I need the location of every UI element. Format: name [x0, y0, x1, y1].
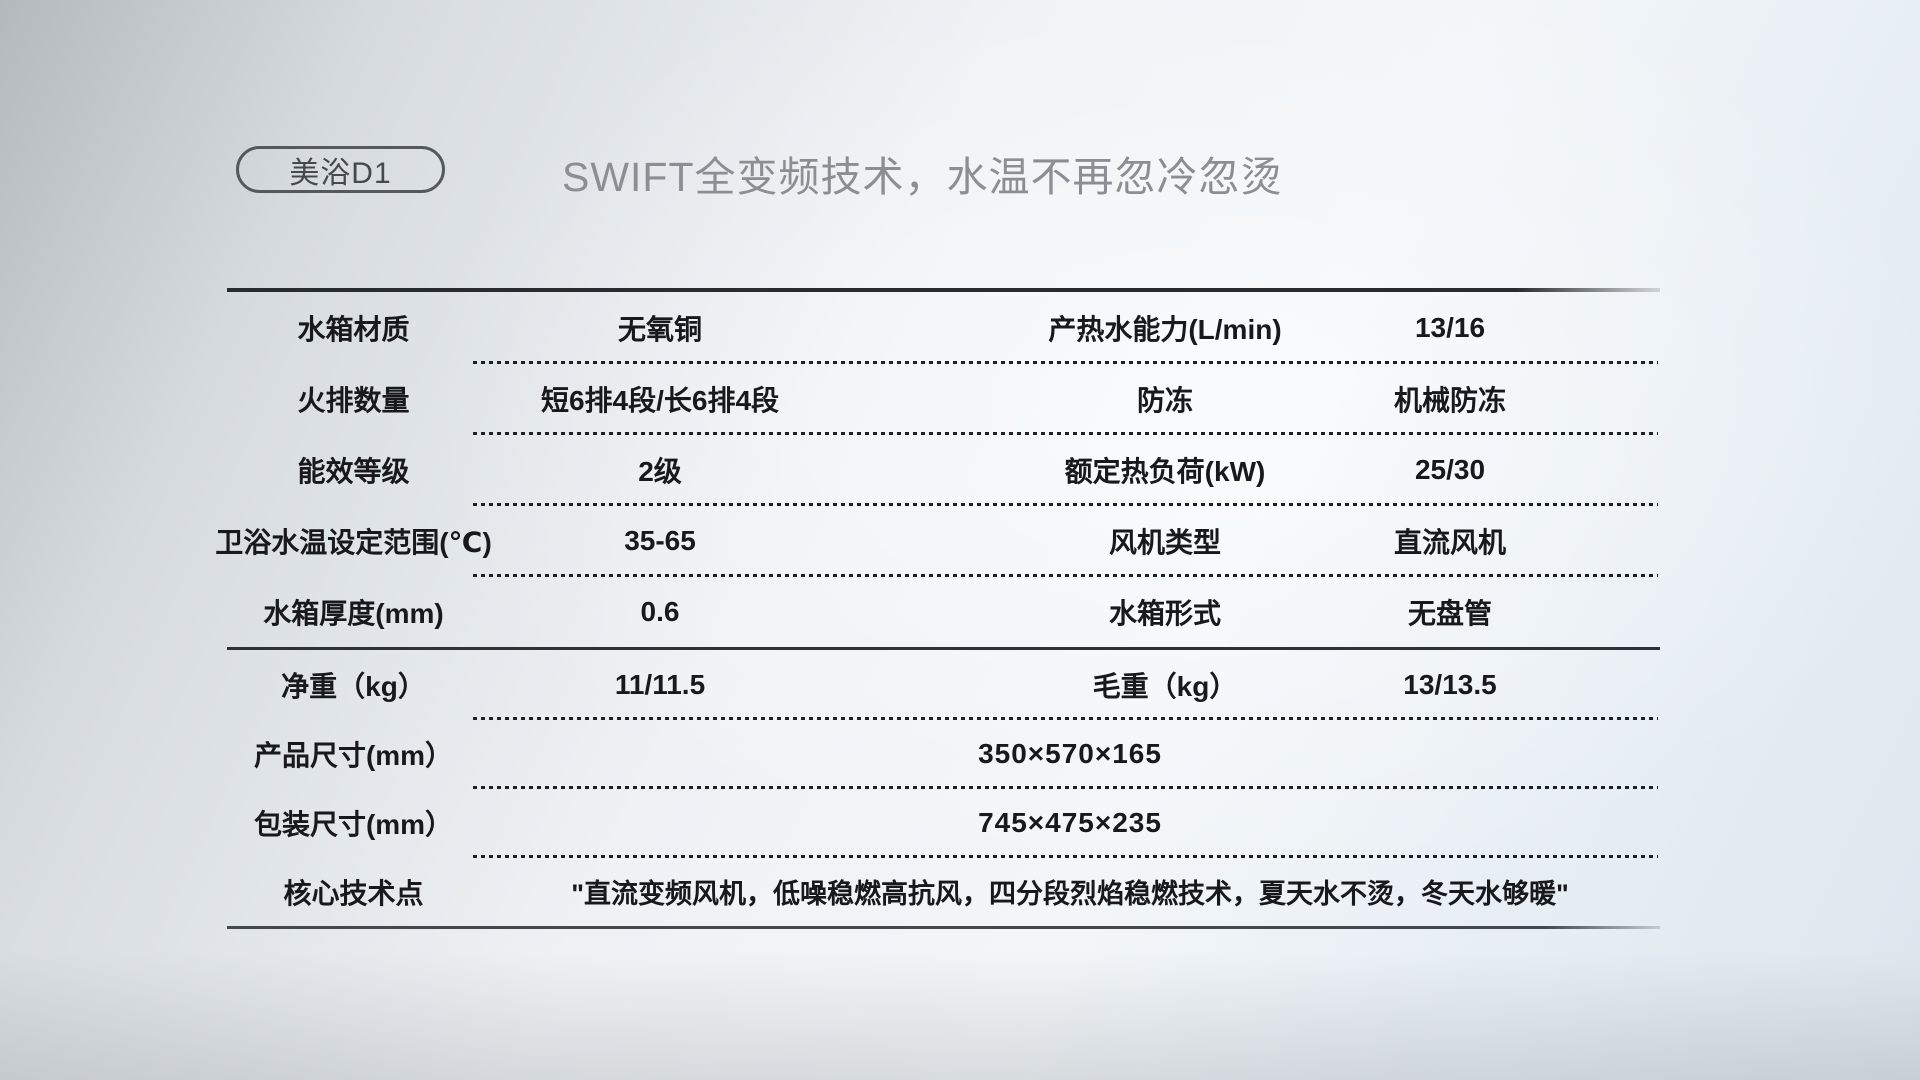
row-value: 短6排4段/长6排4段	[540, 384, 780, 416]
table-row: 水箱材质 无氧铜 产热水能力(L/min) 13/16	[227, 292, 1660, 364]
row-label: 水箱材质	[297, 313, 410, 345]
table-row: 核心技术点 "直流变频风机，低噪稳燃高抗风，四分段烈焰稳燃技术，夏天水不烫，冬天…	[227, 857, 1660, 926]
spec-table: 水箱材质 无氧铜 产热水能力(L/min) 13/16 火排数量 短6排4段/长…	[215, 288, 1660, 929]
model-badge-label: 美浴D1	[289, 156, 392, 190]
table-row: 卫浴水温设定范围(℃) 35-65 风机类型 直流风机	[215, 505, 1660, 577]
row-label: 卫浴水温设定范围(℃)	[215, 526, 492, 558]
row-value: 11/11.5	[614, 668, 706, 700]
row-label: 包装尺寸(mm）	[253, 808, 454, 840]
row-label: 核心技术点	[283, 877, 424, 909]
dotted-separator	[473, 786, 1658, 789]
row-value: 0.6	[640, 595, 680, 627]
dotted-separator	[473, 361, 1658, 364]
dotted-separator	[473, 503, 1658, 506]
row-label-2: 水箱形式	[1108, 597, 1221, 629]
row-value-2: 机械防冻	[1393, 384, 1506, 416]
row-value-span: "直流变频风机，低噪稳燃高抗风，四分段烈焰稳燃技术，夏天水不烫，冬天水够暖"	[571, 879, 1569, 909]
page-title: SWIFT全变频技术，水温不再忽冷忽烫	[562, 154, 1283, 200]
row-value-2: 直流风机	[1393, 526, 1506, 558]
table-bottom-border	[227, 926, 1660, 929]
row-label-2: 防冻	[1136, 384, 1193, 416]
row-label-2: 产热水能力(L/min)	[1048, 313, 1282, 345]
row-label-2: 毛重（kg）	[1092, 670, 1238, 702]
row-value: 2级	[638, 455, 682, 487]
row-value-span: 350×570×165	[978, 737, 1162, 769]
model-badge: 美浴D1	[236, 146, 445, 193]
table-row: 产品尺寸(mm） 350×570×165	[227, 719, 1660, 789]
row-value-span: 745×475×235	[978, 806, 1162, 838]
row-label: 净重（kg）	[281, 670, 426, 702]
row-label: 产品尺寸(mm）	[253, 739, 454, 771]
dotted-separator	[473, 855, 1658, 858]
row-label-2: 风机类型	[1108, 526, 1221, 558]
table-row: 水箱厚度(mm) 0.6 水箱形式 无盘管	[227, 576, 1660, 647]
table-row: 火排数量 短6排4段/长6排4段 防冻 机械防冻	[227, 363, 1660, 435]
row-label-2: 额定热负荷(kW)	[1064, 455, 1266, 487]
table-mid-border	[227, 647, 1660, 650]
row-value: 无氧铜	[617, 313, 702, 345]
table-row: 包装尺寸(mm） 745×475×235	[227, 788, 1660, 858]
table-top-border	[227, 288, 1660, 292]
row-value-2: 13/13.5	[1403, 668, 1497, 700]
row-label: 火排数量	[297, 384, 410, 416]
dotted-separator	[473, 432, 1658, 435]
row-value: 35-65	[624, 524, 696, 556]
row-value-2: 无盘管	[1407, 597, 1492, 629]
row-value-2: 13/16	[1414, 311, 1486, 343]
dotted-separator	[473, 574, 1658, 577]
dotted-separator	[473, 717, 1658, 720]
table-row: 能效等级 2级 额定热负荷(kW) 25/30	[227, 434, 1660, 506]
table-row: 净重（kg） 11/11.5 毛重（kg） 13/13.5	[227, 650, 1660, 720]
row-value-2: 25/30	[1414, 453, 1486, 485]
row-label: 水箱厚度(mm)	[263, 597, 444, 629]
row-label: 能效等级	[297, 455, 410, 487]
